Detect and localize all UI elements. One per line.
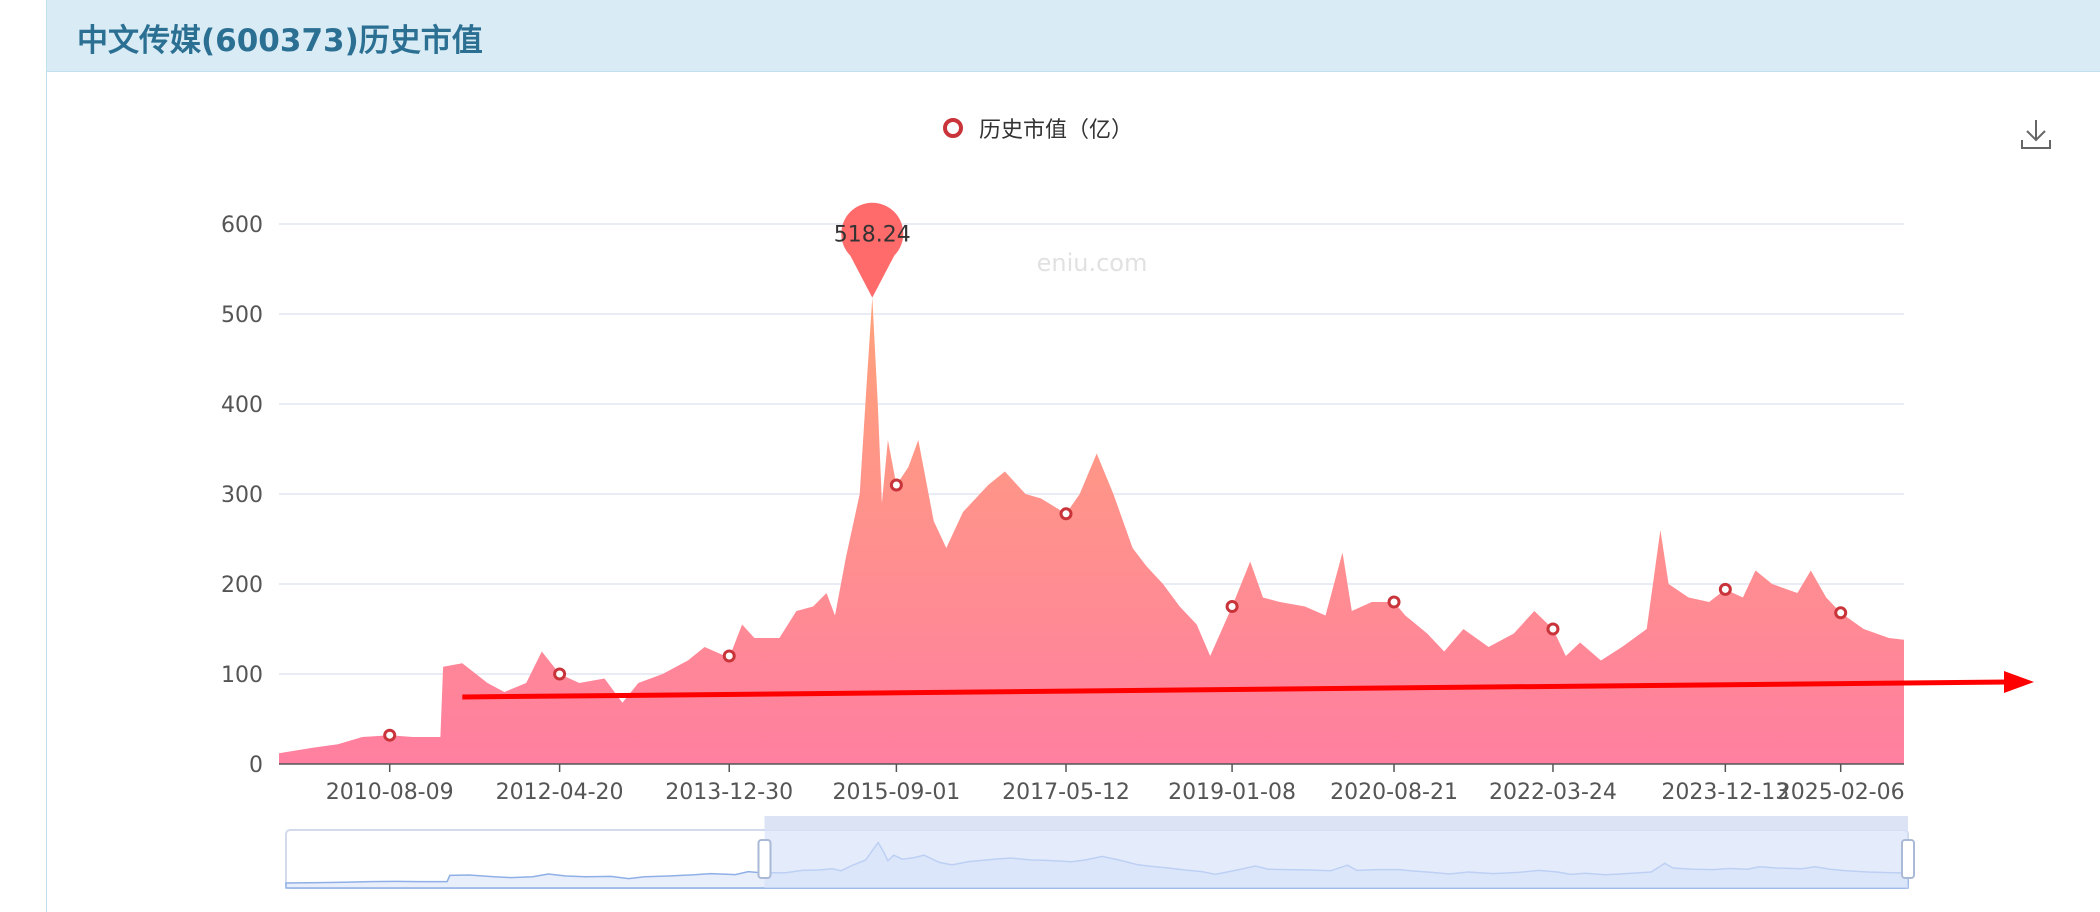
page-title: 中文传媒(600373)历史市值	[77, 23, 483, 59]
trend-arrow	[462, 671, 2034, 700]
x-tick-label: 2012-04-20	[496, 780, 624, 805]
y-tick-label: 500	[221, 303, 263, 328]
datazoom-handle[interactable]	[757, 839, 772, 879]
data-marker	[1225, 600, 1239, 613]
data-marker	[1834, 606, 1848, 620]
datazoom-bar	[764, 816, 1908, 830]
x-tick-label: 2020-08-21	[1330, 780, 1458, 805]
y-tick-label: 200	[221, 573, 263, 598]
y-tick-label: 600	[221, 213, 263, 238]
peak-pin: 518.24	[834, 202, 911, 298]
legend-label: 历史市值（亿）	[979, 118, 1134, 143]
x-tick-label: 2022-03-24	[1489, 780, 1617, 805]
area-path	[279, 297, 1904, 764]
chart-legend[interactable]: 历史市值（亿）	[943, 110, 1133, 146]
datazoom-window	[764, 830, 1908, 888]
trend-arrow-head	[2004, 671, 2034, 693]
peak-value-label: 518.24	[834, 223, 911, 248]
x-tick-label: 2013-12-30	[665, 780, 793, 805]
data-marker	[722, 649, 736, 663]
legend-circle-icon	[943, 118, 963, 138]
markers	[383, 478, 1848, 742]
panel-header: 中文传媒(600373)历史市值	[47, 0, 2100, 72]
data-marker	[383, 728, 397, 742]
y-tick-label: 100	[221, 663, 263, 688]
area-series	[279, 297, 1904, 764]
x-tick-label: 2010-08-09	[326, 780, 454, 805]
x-tick-label: 2025-02-06	[1777, 780, 1905, 805]
y-tick-label: 0	[249, 753, 263, 778]
watermark: eniu.com	[1037, 249, 1148, 277]
download-icon[interactable]	[2020, 118, 2052, 150]
trend-arrow-line	[462, 679, 2009, 700]
x-tick-label: 2019-01-08	[1168, 780, 1296, 805]
data-marker	[1546, 622, 1560, 636]
y-tick-label: 400	[221, 393, 263, 418]
y-tick-label: 300	[221, 483, 263, 508]
x-tick-label: 2017-05-12	[1002, 780, 1130, 805]
datazoom-handle[interactable]	[1901, 839, 1915, 879]
peak-pin-shape	[841, 202, 904, 298]
axes: 0 100 200 300 400 500 600 2010-08-09 2012-04-20 2…	[221, 213, 1905, 805]
x-tick-label: 2023-12-13	[1661, 780, 1789, 805]
x-tick-label: 2015-09-01	[832, 780, 960, 805]
data-marker	[1387, 595, 1401, 609]
data-marker	[1059, 507, 1073, 521]
data-marker	[889, 478, 903, 492]
data-marker	[553, 667, 567, 681]
data-marker	[1718, 582, 1732, 596]
datazoom-slider[interactable]	[285, 816, 1915, 889]
